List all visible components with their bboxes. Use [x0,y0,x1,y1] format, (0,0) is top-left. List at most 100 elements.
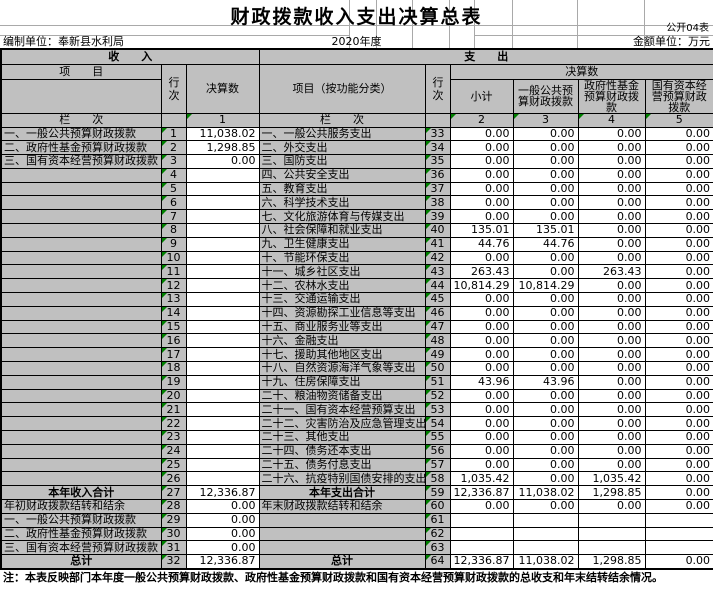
expense-item-label: 二十、粮油物资储备支出 [258,388,426,404]
table-row: 一、一般公共预算财政拨款 1 11,038.02 一、一般公共服务支出 33 0.00 0.… [0,126,713,142]
income-row-number: 14 [160,305,187,321]
expense-row-number: 38 [424,195,451,211]
expense-state-capital: 0.00 [644,402,713,418]
expense-item-label: 九、卫生健康支出 [258,236,426,252]
expense-row-number: 62 [424,526,451,542]
income-row-number: 30 [160,526,187,542]
expense-general-budget: 0.00 [512,154,579,169]
income-value [185,278,260,294]
expense-state-capital: 0.00 [644,430,713,445]
income-item-label: 总计 [0,554,162,569]
expense-item-label: 年末财政拨款结转和结余 [258,499,426,514]
expenditure-section-header: 支 出 [258,48,713,65]
expense-row-number: 40 [424,223,451,238]
empty-header-cell [0,78,162,114]
table-row: 10 十、节能环保支出 42 0.00 0.00 0.00 0.00 [0,250,713,266]
expense-general-budget: 0.00 [512,140,579,156]
expense-row-number: 59 [424,485,451,501]
fiscal-year: 2020年度 [331,35,382,48]
income-row-number: 17 [160,347,187,363]
expense-state-capital: 0.00 [644,264,713,280]
income-row-number: 1 [160,126,187,142]
income-row-number: 2 [160,140,187,156]
income-row-number: 12 [160,278,187,294]
table-row: 5 五、教育支出 37 0.00 0.00 0.00 0.00 [0,181,713,197]
expense-row-number: 54 [424,416,451,432]
expense-item-label: 二十四、债务还本支出 [258,443,426,459]
expense-gov-fund: 0.00 [577,430,646,445]
expense-state-capital: 0.00 [644,278,713,294]
expense-general-budget: 0.00 [512,402,579,418]
gov-fund-header: 政府性基金预算财政拨款 [577,78,646,114]
expense-state-capital: 0.00 [644,499,713,514]
expense-general-budget: 0.00 [512,292,579,307]
table-row: 14 十四、资源勘探工业信息等支出 46 0.00 0.00 0.00 0.00 [0,305,713,321]
income-row-number: 28 [160,499,187,514]
income-item-label [0,209,162,225]
expense-subtotal: 135.01 [449,223,514,238]
expense-subtotal: 0.00 [449,416,514,432]
income-value [185,264,260,280]
expense-gov-fund: 0.00 [577,361,646,376]
table-body: 一、一般公共预算财政拨款 1 11,038.02 一、一般公共服务支出 33 0.00 0.… [0,126,713,569]
expense-general-budget: 0.00 [512,388,579,404]
expense-general-budget: 0.00 [512,264,579,280]
expense-state-capital: 0.00 [644,140,713,156]
expense-row-number: 39 [424,209,451,225]
income-row-number: 3 [160,154,187,169]
income-value [185,195,260,211]
expense-state-capital: 0.00 [644,154,713,169]
expense-gov-fund: 0.00 [577,374,646,390]
expense-row-number: 50 [424,361,451,376]
expense-general-budget: 0.00 [512,195,579,211]
income-item-label [0,457,162,473]
expense-row-number: 56 [424,443,451,459]
income-item-label [0,167,162,183]
expense-gov-fund: 0.00 [577,333,646,349]
expense-state-capital: 0.00 [644,236,713,252]
income-item-label [0,443,162,459]
expense-row-number: 52 [424,388,451,404]
income-value [185,319,260,335]
income-item-label [0,223,162,238]
income-row-number: 11 [160,264,187,280]
expense-item-label: 二十三、其他支出 [258,430,426,445]
expense-subtotal: 0.00 [449,388,514,404]
expense-row-number: 33 [424,126,451,142]
table-row: 本年收入合计 27 12,336.87 本年支出合计 59 12,336.87 11,038… [0,485,713,501]
expense-gov-fund: 0.00 [577,443,646,459]
expense-subtotal: 0.00 [449,126,514,142]
expense-gov-fund: 0.00 [577,223,646,238]
expense-subtotal: 0.00 [449,443,514,459]
expense-state-capital: 0.00 [644,195,713,211]
income-value [185,361,260,376]
expense-gov-fund: 0.00 [577,292,646,307]
income-item-label [0,374,162,390]
expense-general-budget: 0.00 [512,181,579,197]
expense-row-number: 47 [424,319,451,335]
income-row-number: 31 [160,540,187,556]
expense-item-label: 二十一、国有资本经营预算支出 [258,402,426,418]
table-row: 三、国有资本经营预算财政拨款 3 0.00 三、国防支出 35 0.00 0.00 0.00 0… [0,154,713,169]
expense-general-budget [512,526,579,542]
income-value: 11,038.02 [185,126,260,142]
state-capital-header: 国有资本经营预算财政拨款 [644,78,713,114]
expense-subtotal: 44.76 [449,236,514,252]
expense-row-number: 41 [424,236,451,252]
expense-general-budget: 135.01 [512,223,579,238]
expense-item-label [258,526,426,542]
expense-gov-fund: 0.00 [577,195,646,211]
expense-gov-fund: 1,298.85 [577,554,646,569]
expense-general-budget: 0.00 [512,250,579,266]
table-row: 8 八、社会保障和就业支出 40 135.01 135.01 0.00 0.00 [0,223,713,238]
expense-general-budget: 0.00 [512,209,579,225]
expense-gov-fund [577,540,646,556]
income-row-no-header: 行次 [160,63,187,114]
expense-subtotal: 0.00 [449,499,514,514]
expense-item-label [258,512,426,528]
expense-subtotal [449,540,514,556]
income-item-label [0,416,162,432]
expense-subtotal: 0.00 [449,305,514,321]
expense-row-number: 61 [424,512,451,528]
expense-state-capital: 0.00 [644,319,713,335]
